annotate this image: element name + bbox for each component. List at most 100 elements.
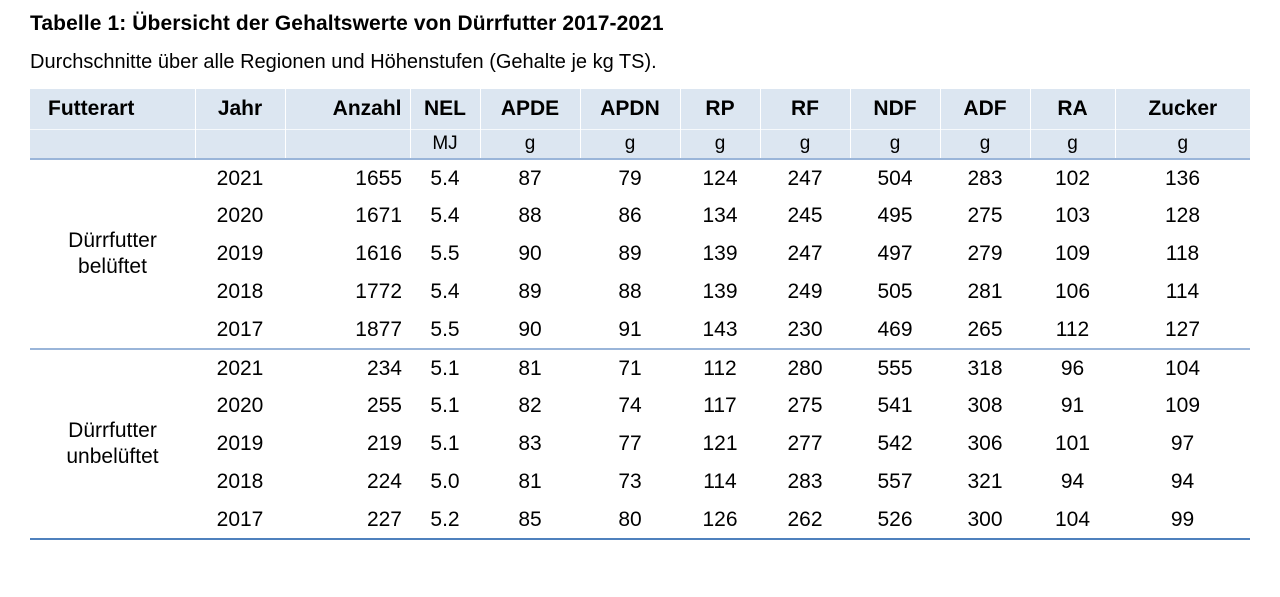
- value-cell: 114: [1165, 280, 1200, 303]
- column-header-rp: RP: [680, 89, 761, 130]
- value-cell: 5.5: [410, 311, 480, 350]
- value-cell: 275: [967, 204, 1003, 227]
- value-cell: 127: [1115, 311, 1250, 350]
- table-row: Dürrfutter unbelüftet 2021 234 5.1 81 71 112 28…: [30, 349, 1250, 540]
- value-cell: 542: [877, 432, 913, 455]
- value-cell: 121: [702, 432, 738, 455]
- column-header-zucker: Zucker: [1115, 89, 1250, 130]
- unit-header: g: [580, 129, 681, 160]
- unit-header: g: [760, 129, 851, 160]
- value-cell: 318: [967, 356, 1003, 380]
- value-cell: 249: [787, 280, 823, 303]
- value-cell: 219: [366, 432, 402, 455]
- value-cell: 495: [877, 204, 913, 227]
- column-header-ra: RA: [1030, 89, 1116, 130]
- value-cell: 247: [787, 242, 823, 265]
- value-cell: 96: [1060, 356, 1085, 380]
- value-cell: 139: [702, 242, 738, 265]
- value-cell: 99: [1115, 501, 1250, 540]
- table-row: 2020 255 5.1 82 74 117 275 541 308 91 109: [30, 387, 1250, 425]
- value-cell: 5.1: [430, 432, 460, 455]
- year-cell: 2017: [195, 311, 285, 350]
- value-cell: 5.1: [430, 394, 460, 417]
- value-cell: 497: [877, 242, 913, 265]
- value-cell: 88: [618, 280, 642, 303]
- value-cell: 1655: [355, 166, 402, 190]
- year-cell: 2020: [216, 204, 264, 227]
- header-unit-row: MJ g g g g g g g g: [30, 129, 1250, 160]
- value-cell: 227: [285, 501, 410, 540]
- value-cell: 505: [877, 280, 913, 303]
- value-cell: 5.4: [430, 166, 460, 190]
- value-cell: 504: [877, 166, 913, 190]
- column-header-apde: APDE: [480, 89, 581, 130]
- table-row: 2017 227 5.2 85 80 126 262 526 300 104 99: [30, 501, 1250, 540]
- unit-header: g: [1030, 129, 1116, 160]
- value-cell: 5.5: [430, 242, 460, 265]
- value-cell: 5.1: [430, 356, 460, 380]
- value-cell: 118: [1165, 242, 1200, 265]
- unit-header: g: [850, 129, 941, 160]
- value-cell: 281: [967, 280, 1003, 303]
- year-cell: 2021: [216, 356, 264, 380]
- value-cell: 73: [618, 470, 642, 493]
- value-cell: 104: [1164, 356, 1201, 380]
- table-row: Dürrfutter belüftet 2021 1655 5.4 87 79 124 247…: [30, 159, 1250, 350]
- value-cell: 469: [850, 311, 940, 350]
- value-cell: 541: [877, 394, 913, 417]
- unit-header: g: [480, 129, 581, 160]
- unit-header: [195, 129, 286, 160]
- value-cell: 83: [518, 432, 542, 455]
- value-cell: 275: [787, 394, 823, 417]
- value-cell: 139: [702, 280, 738, 303]
- column-header-rf: RF: [760, 89, 851, 130]
- unit-header: g: [1115, 129, 1250, 160]
- value-cell: 85: [480, 501, 580, 540]
- value-cell: 300: [940, 501, 1030, 540]
- column-header-adf: ADF: [940, 89, 1031, 130]
- year-cell: 2018: [216, 470, 264, 493]
- value-cell: 234: [366, 356, 402, 380]
- unit-header: MJ: [410, 129, 481, 160]
- value-cell: 265: [940, 311, 1030, 350]
- header-label-row: Futterart Jahr Anzahl NEL APDE APDN RP RF NDF ADF…: [30, 89, 1250, 130]
- value-cell: 126: [680, 501, 760, 540]
- group-label-cell: Dürrfutter belüftet: [30, 159, 195, 350]
- value-cell: 283: [967, 166, 1003, 190]
- value-cell: 280: [787, 356, 823, 380]
- value-cell: 279: [967, 242, 1003, 265]
- value-cell: 224: [366, 470, 402, 493]
- value-cell: 128: [1164, 204, 1201, 227]
- value-cell: 77: [618, 432, 642, 455]
- page-title: Tabelle 1: Übersicht der Gehaltswerte vo…: [30, 12, 664, 35]
- value-cell: 97: [1170, 432, 1195, 455]
- value-cell: 109: [1054, 242, 1091, 265]
- table-row: 2017 1877 5.5 90 91 143 230 469 265 112 127: [30, 311, 1250, 350]
- value-cell: 255: [366, 394, 402, 417]
- unit-header: [285, 129, 411, 160]
- group-label-cell: Dürrfutter unbelüftet: [30, 349, 195, 540]
- value-cell: 143: [680, 311, 760, 350]
- value-cell: 5.4: [430, 204, 460, 227]
- value-cell: 1877: [285, 311, 410, 350]
- value-cell: 277: [787, 432, 823, 455]
- group-label: Dürrfutter unbelüftet: [66, 419, 159, 468]
- year-cell: 2019: [216, 432, 264, 455]
- column-header-nel: NEL: [410, 89, 481, 130]
- value-cell: 101: [1054, 432, 1091, 455]
- value-cell: 80: [580, 501, 680, 540]
- table-row: 2018 224 5.0 81 73 114 283 557 321 94 94: [30, 463, 1250, 501]
- table-row: 2019 219 5.1 83 77 121 277 542 306 101 97: [30, 425, 1250, 463]
- value-cell: 94: [1060, 470, 1085, 493]
- value-cell: 81: [518, 356, 542, 380]
- value-cell: 321: [967, 470, 1003, 493]
- year-cell: 2017: [195, 501, 285, 540]
- value-cell: 91: [1060, 394, 1085, 417]
- column-header-anzahl: Anzahl: [285, 89, 411, 130]
- value-cell: 283: [787, 470, 823, 493]
- value-cell: 1616: [355, 242, 402, 265]
- value-cell: 247: [787, 166, 823, 190]
- value-cell: 117: [703, 394, 737, 417]
- value-cell: 74: [618, 394, 642, 417]
- table-row: 2018 1772 5.4 89 88 139 249 505 281 106 114: [30, 273, 1250, 311]
